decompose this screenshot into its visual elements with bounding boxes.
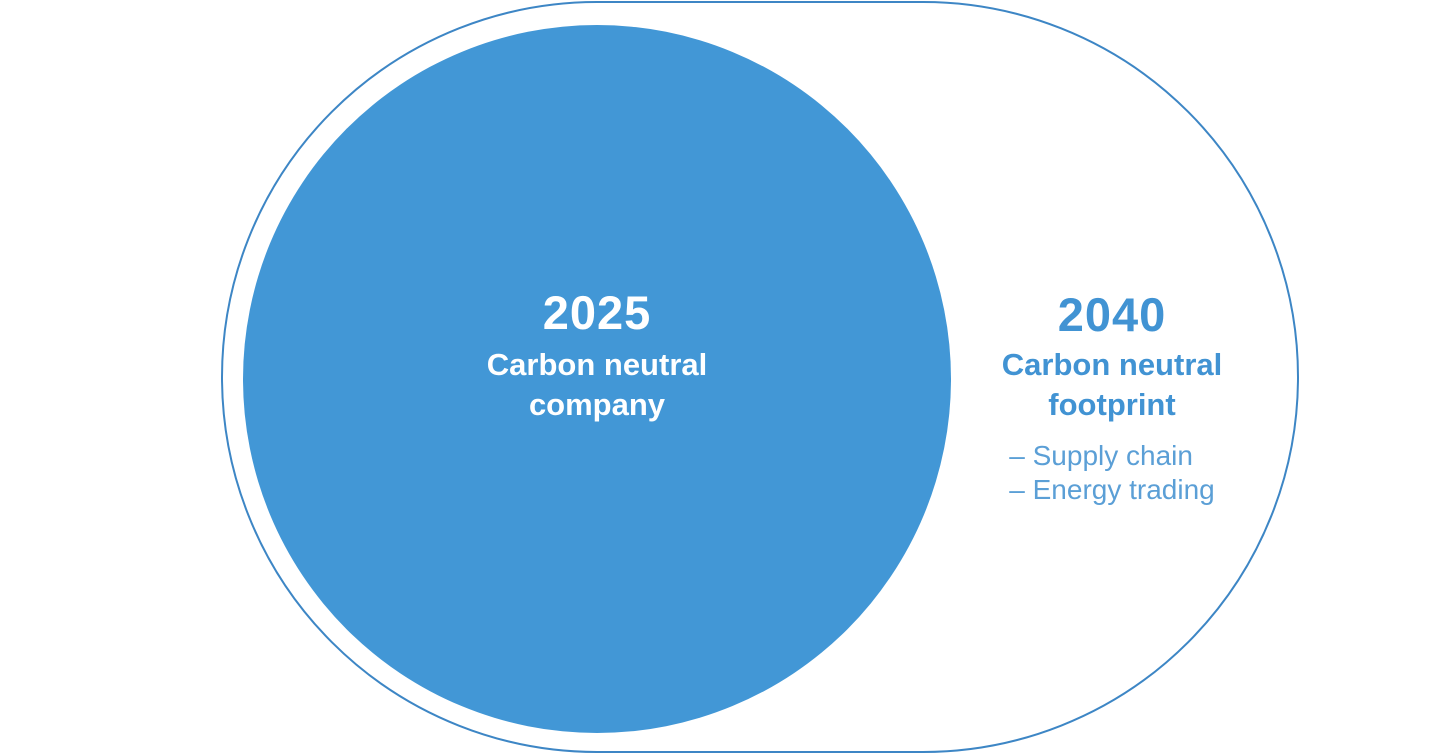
outer-set-item-energy-trading: – Energy trading <box>1009 474 1215 505</box>
outer-set-label-line1: Carbon neutral <box>1001 347 1223 382</box>
outer-set-item-list: – Supply chain – Energy trading <box>1009 439 1214 507</box>
carbon-neutral-company-circle: 2025 Carbon neutral company <box>243 25 951 733</box>
inner-set-label-group: 2025 Carbon neutral company <box>487 287 707 425</box>
inner-set-label-line1: Carbon neutral <box>486 347 708 382</box>
outer-set-label-line2: footprint <box>1048 387 1176 422</box>
outer-set-label-group: 2040 Carbon neutral footprint – Supply c… <box>952 289 1272 507</box>
outer-set-item-supply-chain: – Supply chain <box>1009 440 1193 471</box>
inner-set-label-line2: company <box>528 387 666 422</box>
inner-set-year: 2025 <box>542 286 652 339</box>
carbon-neutral-footprint-outline-shape <box>221 1 1299 753</box>
outer-set-year: 2040 <box>1057 288 1167 341</box>
